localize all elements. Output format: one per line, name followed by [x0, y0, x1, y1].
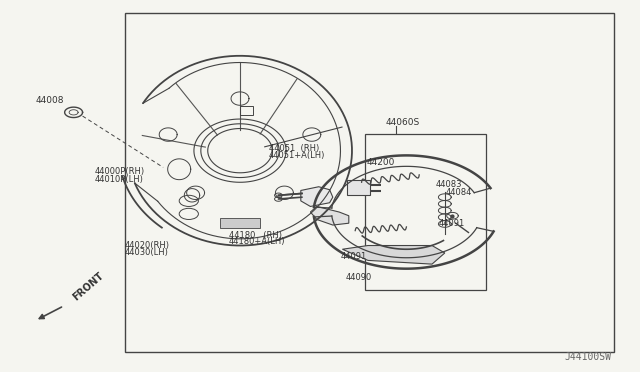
Text: J44100SW: J44100SW [564, 352, 611, 362]
Bar [365, 134, 486, 290]
Text: 44200: 44200 [366, 158, 394, 167]
Text: FRONT: FRONT [70, 270, 105, 302]
Polygon shape [342, 246, 445, 264]
FancyBboxPatch shape [220, 218, 260, 228]
Bar [347, 180, 370, 195]
Text: 44083: 44083 [435, 180, 461, 189]
Text: 44051+A(LH): 44051+A(LH) [269, 151, 325, 160]
Text: 44030(LH): 44030(LH) [125, 248, 169, 257]
Polygon shape [310, 206, 349, 225]
Bar [240, 106, 253, 115]
Text: 44010P(LH): 44010P(LH) [95, 175, 143, 184]
Polygon shape [301, 187, 333, 206]
Text: 44008: 44008 [35, 96, 64, 105]
Bar [125, 13, 614, 352]
Text: 44091: 44091 [340, 252, 367, 261]
Text: 44180   (RH): 44180 (RH) [229, 231, 282, 240]
Text: 44020(RH): 44020(RH) [125, 241, 170, 250]
Text: 44060S: 44060S [385, 118, 420, 126]
Text: 44091: 44091 [438, 219, 465, 228]
Text: 44051  (RH): 44051 (RH) [269, 144, 319, 153]
Text: 44180+A(LH): 44180+A(LH) [229, 237, 285, 246]
Text: 44000P(RH): 44000P(RH) [95, 167, 145, 176]
Text: 44084: 44084 [446, 188, 472, 197]
Text: 44090: 44090 [346, 273, 372, 282]
